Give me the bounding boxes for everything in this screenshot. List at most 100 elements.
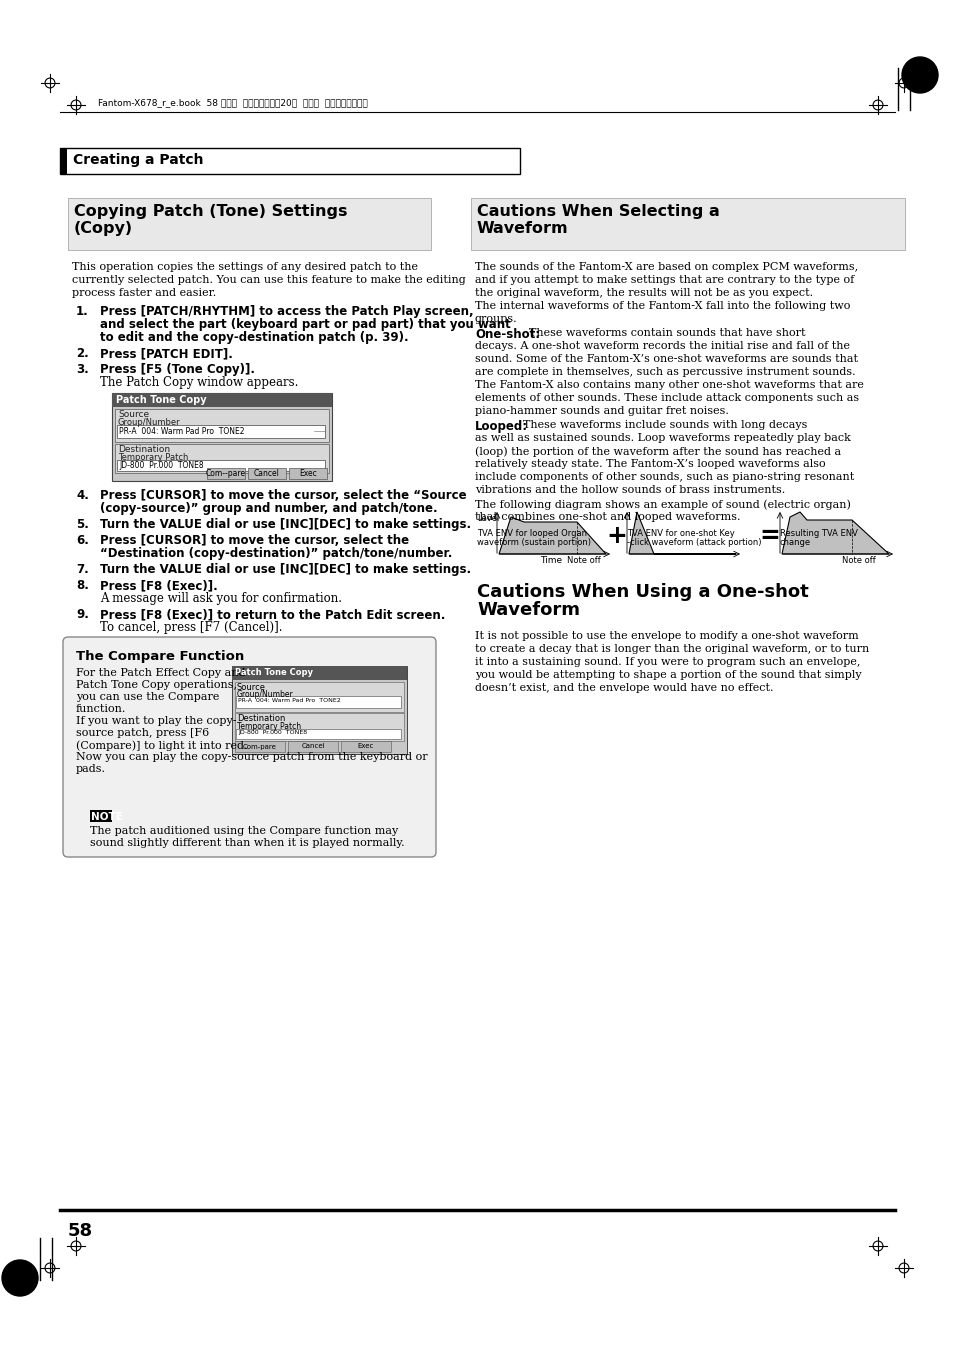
Bar — [112, 393, 332, 481]
Text: pads.: pads. — [76, 765, 106, 774]
Bar — [340, 740, 391, 753]
Text: Turn the VALUE dial or use [INC][DEC] to make settings.: Turn the VALUE dial or use [INC][DEC] to… — [100, 517, 471, 531]
Text: The Compare Function: The Compare Function — [76, 650, 244, 663]
Bar — [248, 467, 286, 480]
Text: Fantom-X678_r_e.book  58 ページ  ２００７年３月20日  火曜日  午前１０時２０分: Fantom-X678_r_e.book 58 ページ ２００７年３月20日 火… — [98, 99, 367, 107]
Bar — [68, 199, 431, 250]
Text: currently selected patch. You can use this feature to make the editing: currently selected patch. You can use th… — [71, 276, 465, 285]
Bar — [232, 666, 407, 680]
Circle shape — [901, 57, 937, 93]
Bar — [234, 713, 403, 740]
Bar — [117, 459, 325, 471]
Text: Copying Patch (Tone) Settings: Copying Patch (Tone) Settings — [74, 204, 347, 219]
Text: Looped:: Looped: — [475, 420, 528, 434]
Text: Destination: Destination — [118, 444, 170, 454]
Bar — [115, 409, 329, 442]
Bar — [117, 426, 325, 438]
Text: decays. A one-shot waveform records the initial rise and fall of the: decays. A one-shot waveform records the … — [475, 340, 849, 351]
Text: PR-A  004: Warm Pad Pro  TONE2: PR-A 004: Warm Pad Pro TONE2 — [237, 697, 340, 703]
Bar — [60, 149, 67, 174]
Text: It is not possible to use the envelope to modify a one-shot waveform: It is not possible to use the envelope t… — [475, 631, 858, 640]
Text: NOTE: NOTE — [91, 812, 123, 821]
Bar — [235, 730, 400, 739]
Text: To cancel, press [F7 (Cancel)].: To cancel, press [F7 (Cancel)]. — [100, 621, 282, 634]
Text: Now you can play the copy-source patch from the keyboard or: Now you can play the copy-source patch f… — [76, 753, 427, 762]
Text: Turn the VALUE dial or use [INC][DEC] to make settings.: Turn the VALUE dial or use [INC][DEC] to… — [100, 563, 471, 576]
Text: 5.: 5. — [76, 517, 89, 531]
Bar — [234, 740, 285, 753]
Text: change: change — [780, 538, 810, 547]
Text: PR-A  004: Warm Pad Pro  TONE2: PR-A 004: Warm Pad Pro TONE2 — [119, 427, 244, 435]
Polygon shape — [781, 512, 888, 554]
Text: “Destination (copy-destination)” patch/tone/number.: “Destination (copy-destination)” patch/t… — [100, 547, 452, 561]
FancyBboxPatch shape — [63, 638, 436, 857]
Text: Group/Number: Group/Number — [118, 417, 180, 427]
Text: Temporary Patch: Temporary Patch — [236, 721, 301, 731]
Text: Press [CURSOR] to move the cursor, select the “Source: Press [CURSOR] to move the cursor, selec… — [100, 489, 466, 503]
Text: Group/Number: Group/Number — [236, 690, 294, 698]
Text: The Fantom-X also contains many other one-shot waveforms that are: The Fantom-X also contains many other on… — [475, 380, 863, 390]
Text: Resulting TVA ENV: Resulting TVA ENV — [780, 530, 857, 538]
Text: relatively steady state. The Fantom-X’s looped waveforms also: relatively steady state. The Fantom-X’s … — [475, 459, 824, 469]
Text: and select the part (keyboard part or pad part) that you want: and select the part (keyboard part or pa… — [100, 317, 510, 331]
Text: you can use the Compare: you can use the Compare — [76, 692, 219, 703]
Text: +: + — [606, 524, 627, 549]
Polygon shape — [628, 512, 735, 554]
Text: elements of other sounds. These include attack components such as: elements of other sounds. These include … — [475, 393, 859, 403]
Text: Patch Tone Copy operations,: Patch Tone Copy operations, — [76, 680, 236, 690]
Text: Patch Tone Copy: Patch Tone Copy — [116, 394, 207, 405]
Text: sound slightly different than when it is played normally.: sound slightly different than when it is… — [90, 838, 404, 848]
Text: groups.: groups. — [475, 313, 517, 324]
Text: 7.: 7. — [76, 563, 89, 576]
Text: TVA ENV for one-shot Key: TVA ENV for one-shot Key — [626, 530, 734, 538]
Bar — [234, 682, 403, 712]
Text: The Patch Copy window appears.: The Patch Copy window appears. — [100, 376, 298, 389]
Text: it into a sustaining sound. If you were to program such an envelope,: it into a sustaining sound. If you were … — [475, 657, 860, 667]
Text: piano-hammer sounds and guitar fret noises.: piano-hammer sounds and guitar fret nois… — [475, 407, 728, 416]
Text: 6.: 6. — [76, 534, 89, 547]
Text: Destination: Destination — [236, 713, 285, 723]
Bar — [288, 740, 337, 753]
Text: Cautions When Selecting a: Cautions When Selecting a — [476, 204, 719, 219]
Text: JD-800  Pr.000  TONE8: JD-800 Pr.000 TONE8 — [119, 462, 203, 470]
Text: Cancel: Cancel — [253, 469, 279, 478]
Text: Cancel: Cancel — [301, 743, 324, 750]
Text: Press [PATCH EDIT].: Press [PATCH EDIT]. — [100, 347, 233, 359]
Text: (Copy): (Copy) — [74, 222, 133, 236]
Text: A message will ask you for confirmation.: A message will ask you for confirmation. — [100, 592, 341, 605]
Text: These waveforms contain sounds that have short: These waveforms contain sounds that have… — [529, 328, 804, 338]
Text: include components of other sounds, such as piano-string resonant: include components of other sounds, such… — [475, 471, 853, 482]
Text: 8.: 8. — [76, 580, 89, 592]
Text: Press [F8 (Exec)] to return to the Patch Edit screen.: Press [F8 (Exec)] to return to the Patch… — [100, 608, 445, 621]
Text: Note off: Note off — [841, 557, 875, 565]
Text: These waveforms include sounds with long decays: These waveforms include sounds with long… — [522, 420, 806, 430]
Text: Press [F8 (Exec)].: Press [F8 (Exec)]. — [100, 580, 217, 592]
Text: and if you attempt to make settings that are contrary to the type of: and if you attempt to make settings that… — [475, 276, 853, 285]
Bar — [232, 666, 407, 754]
Text: the original waveform, the results will not be as you expect.: the original waveform, the results will … — [475, 288, 812, 299]
Text: vibrations and the hollow sounds of brass instruments.: vibrations and the hollow sounds of bras… — [475, 485, 784, 494]
Bar — [471, 580, 904, 631]
Bar — [90, 811, 112, 821]
Text: If you want to play the copy-: If you want to play the copy- — [76, 716, 236, 725]
Text: source patch, press [F6: source patch, press [F6 — [76, 728, 209, 738]
Text: Press [PATCH/RHYTHM] to access the Patch Play screen,: Press [PATCH/RHYTHM] to access the Patch… — [100, 305, 473, 317]
Text: Waveform: Waveform — [476, 601, 579, 619]
Text: as well as sustained sounds. Loop waveforms repeatedly play back: as well as sustained sounds. Loop wavefo… — [475, 434, 850, 443]
Text: For the Patch Effect Copy and: For the Patch Effect Copy and — [76, 667, 245, 678]
Text: function.: function. — [76, 704, 126, 713]
Text: you would be attempting to shape a portion of the sound that simply: you would be attempting to shape a porti… — [475, 670, 861, 680]
Text: Temporary Patch: Temporary Patch — [118, 453, 188, 462]
Bar — [207, 467, 245, 480]
Text: (copy-source)” group and number, and patch/tone.: (copy-source)” group and number, and pat… — [100, 503, 437, 515]
Polygon shape — [498, 517, 605, 554]
Text: Patch Tone Copy: Patch Tone Copy — [234, 667, 313, 677]
Text: 4.: 4. — [76, 489, 89, 503]
Text: Press [CURSOR] to move the cursor, select the: Press [CURSOR] to move the cursor, selec… — [100, 534, 409, 547]
Bar — [112, 393, 332, 407]
Bar — [115, 444, 329, 473]
Text: 58: 58 — [68, 1223, 93, 1240]
Text: sound. Some of the Fantom-X’s one-shot waveforms are sounds that: sound. Some of the Fantom-X’s one-shot w… — [475, 354, 857, 363]
Text: doesn’t exist, and the envelope would have no effect.: doesn’t exist, and the envelope would ha… — [475, 684, 773, 693]
Text: waveform (sustain portion): waveform (sustain portion) — [476, 538, 590, 547]
